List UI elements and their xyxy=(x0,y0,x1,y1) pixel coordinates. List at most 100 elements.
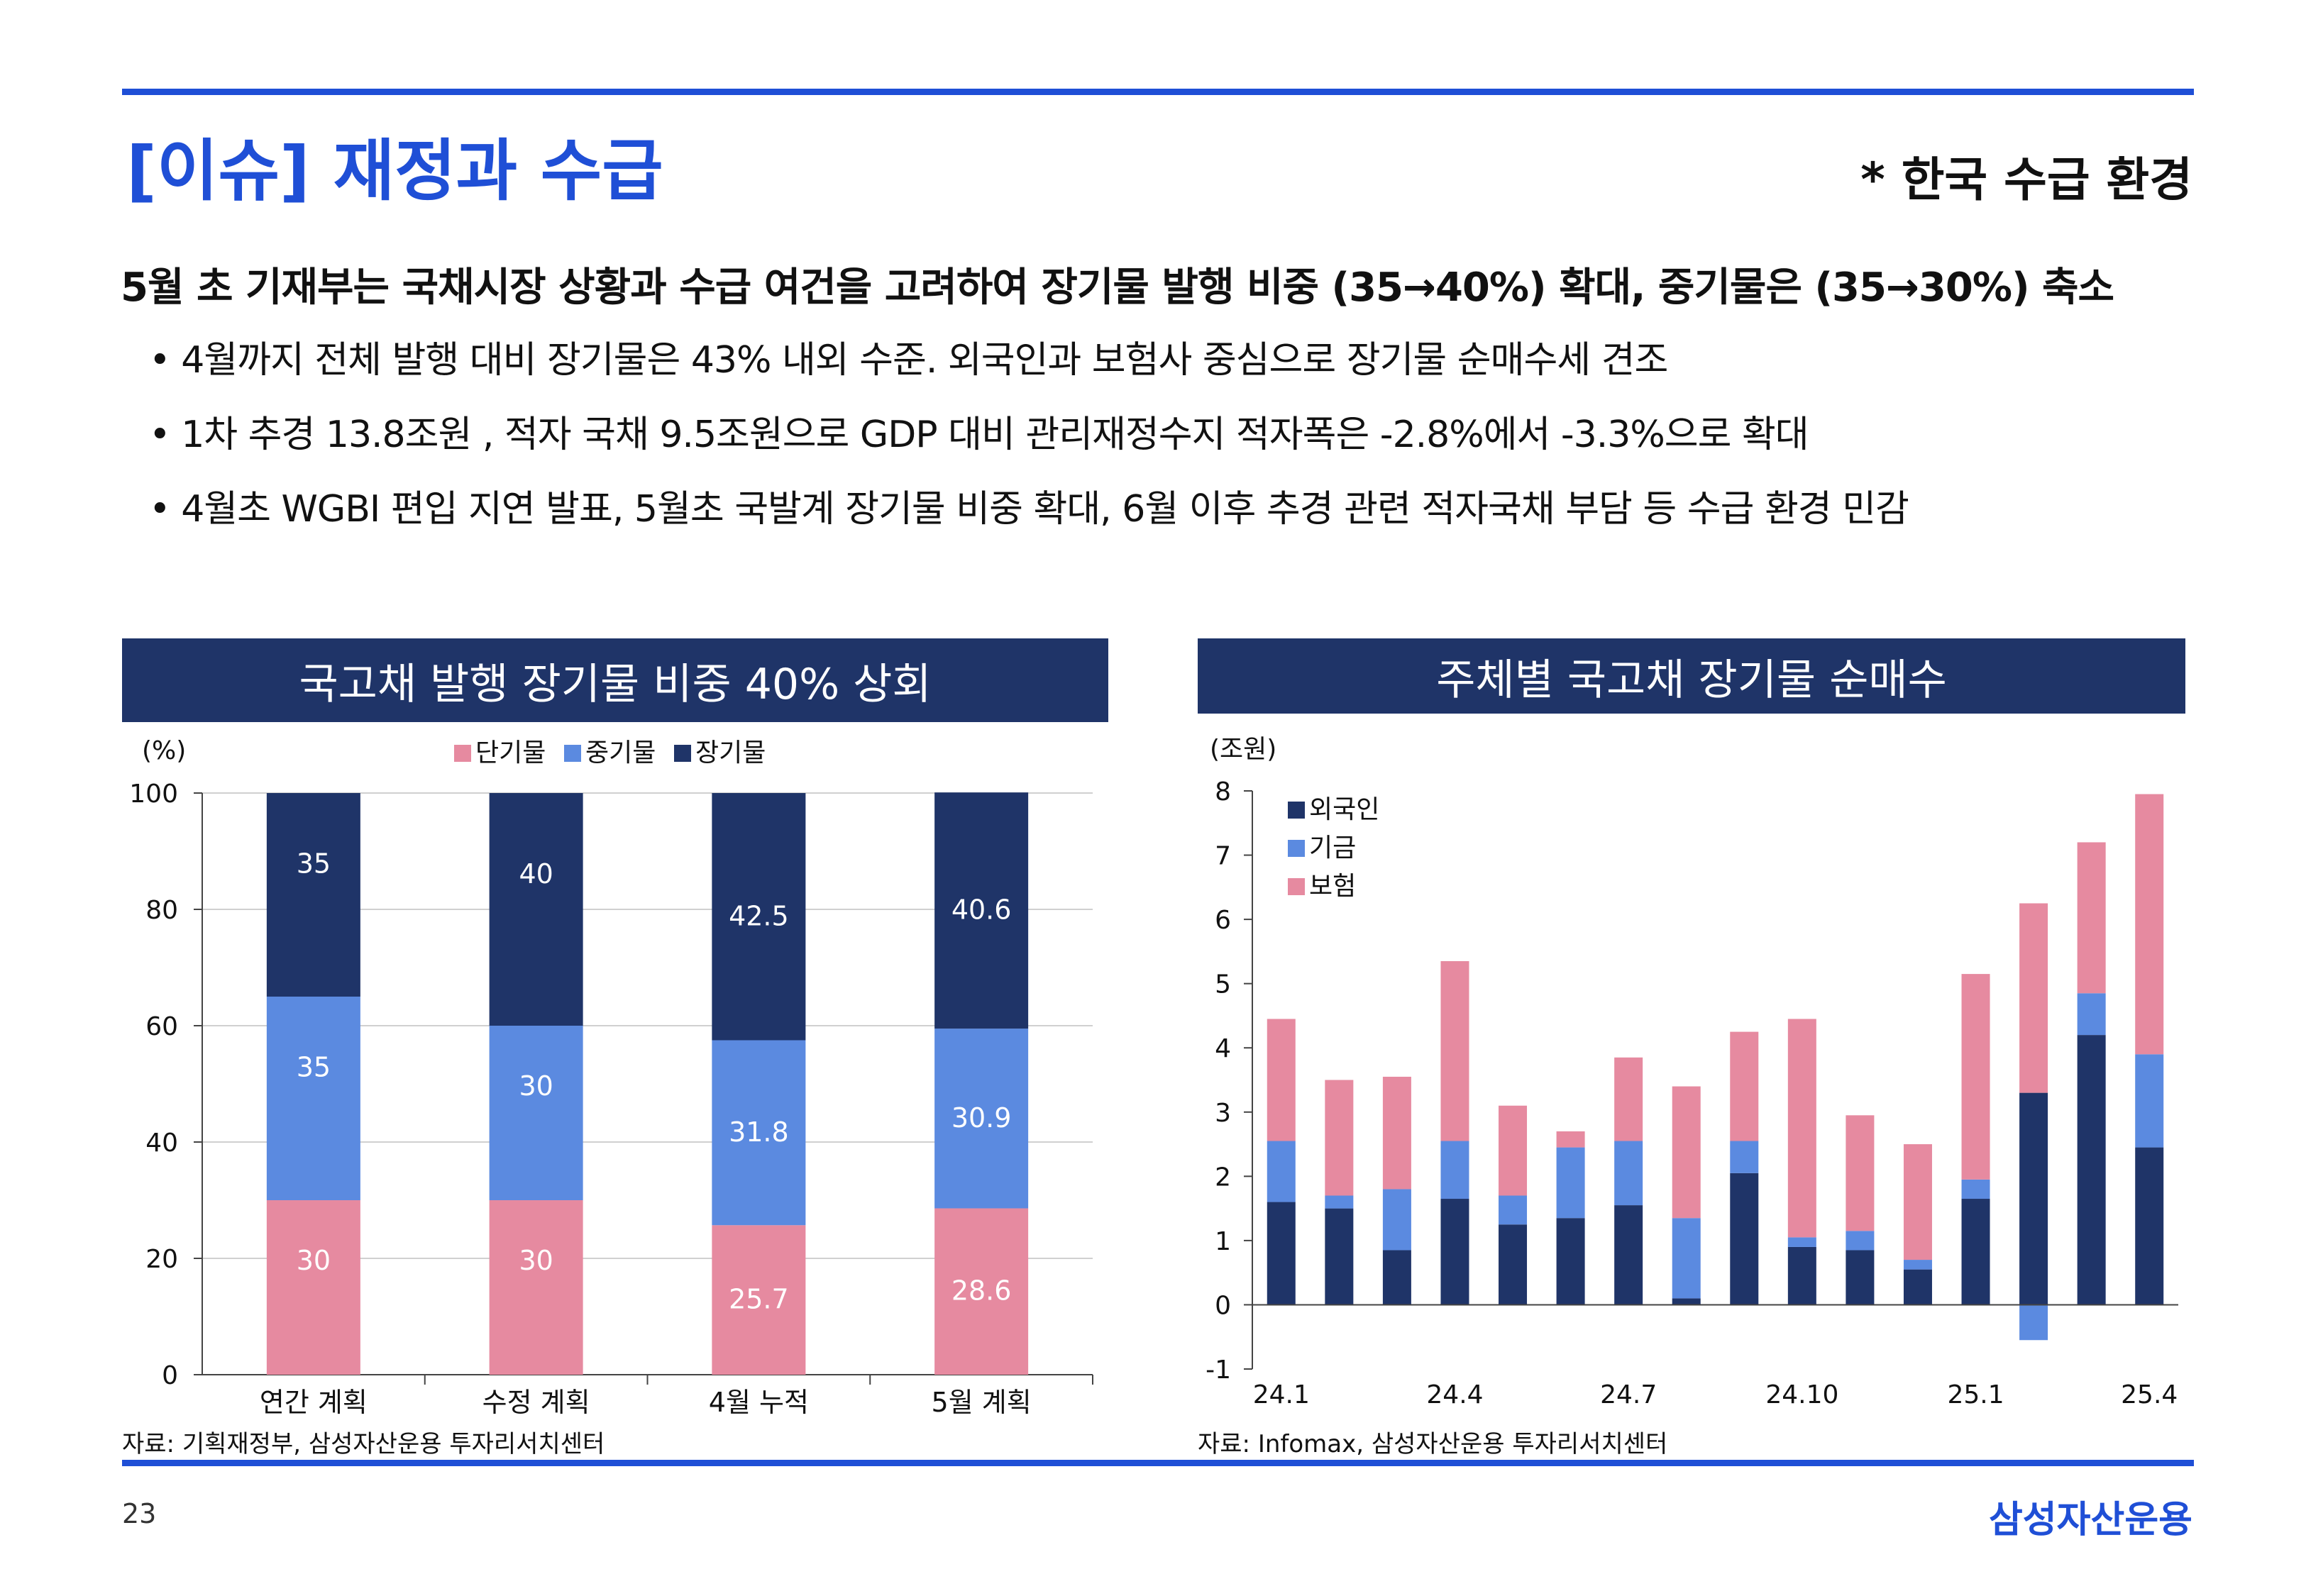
bar-segment xyxy=(1382,1076,1411,1190)
y-tick-label: 8 xyxy=(1215,777,1231,807)
left-chart-source: 자료: 기획재정부, 삼성자산운용 투자리서치센터 xyxy=(122,1430,605,1458)
bar-segment xyxy=(1961,1179,1990,1199)
page-number: 23 xyxy=(122,1498,157,1529)
bar-segment xyxy=(1672,1298,1701,1305)
legend-label: 단기물 xyxy=(475,738,546,767)
bar-segment xyxy=(1961,1199,1990,1305)
y-tick-label: 40 xyxy=(145,1129,178,1158)
bar-segment xyxy=(1440,1141,1469,1199)
legend-swatch xyxy=(564,745,581,762)
legend-swatch xyxy=(674,745,691,762)
y-tick-label: 80 xyxy=(145,896,178,925)
page-tag: * 한국 수급 환경 xyxy=(1860,153,2192,207)
bar-segment xyxy=(1846,1115,1875,1231)
bullet-2: • 1차 추경 13.8조원 , 적자 국채 9.5조원으로 GDP 대비 관리… xyxy=(149,414,1809,456)
page-title: [이슈] 재정과 수급 xyxy=(126,133,663,210)
y-axis-unit: (%) xyxy=(142,736,186,765)
bar-segment xyxy=(266,1200,360,1375)
bar-segment xyxy=(1267,1019,1296,1141)
data-label: 35 xyxy=(297,1051,331,1082)
bar-segment xyxy=(1787,1019,1816,1238)
bar-segment xyxy=(266,997,360,1200)
legend-swatch xyxy=(454,745,471,762)
data-label: 30 xyxy=(519,1245,553,1276)
y-tick-label: 5 xyxy=(1215,970,1231,999)
legend-label: 외국인 xyxy=(1309,795,1379,824)
bar-segment xyxy=(266,793,360,997)
legend-swatch xyxy=(1288,802,1305,819)
x-tick-label: 24.1 xyxy=(1253,1380,1310,1409)
data-label: 40 xyxy=(519,858,553,890)
x-tick-label: 25.1 xyxy=(1947,1380,2004,1409)
x-tick-label: 수정 계획 xyxy=(482,1387,590,1418)
bar-segment xyxy=(1267,1141,1296,1202)
bar-segment xyxy=(2135,1147,2164,1305)
bar-segment xyxy=(2077,842,2106,994)
y-tick-label: 0 xyxy=(1215,1291,1231,1320)
bar-segment xyxy=(1325,1195,1354,1209)
bar-segment xyxy=(2077,993,2106,1036)
legend-swatch xyxy=(1288,840,1305,857)
bar-segment xyxy=(1787,1237,1816,1247)
headline: 5월 초 기재부는 국채시장 상황과 수급 여건을 고려하여 장기물 발행 비중… xyxy=(121,265,2114,311)
x-tick-label: 24.10 xyxy=(1765,1380,1838,1409)
data-label: 28.6 xyxy=(951,1275,1012,1307)
data-label: 31.8 xyxy=(729,1116,789,1148)
y-tick-label: 1 xyxy=(1215,1227,1231,1256)
bar-segment xyxy=(1846,1250,1875,1305)
bar-segment xyxy=(1440,960,1469,1141)
bar-segment xyxy=(712,793,806,1041)
legend-swatch xyxy=(1288,878,1305,895)
y-tick-label: 0 xyxy=(162,1361,178,1390)
x-tick-label: 25.4 xyxy=(2121,1380,2178,1409)
bar-segment xyxy=(1614,1057,1643,1141)
bar-segment xyxy=(1499,1195,1528,1225)
legend-label: 기금 xyxy=(1309,833,1356,863)
bar-segment xyxy=(1903,1144,1932,1260)
bar-segment xyxy=(1499,1224,1528,1305)
bar-segment xyxy=(1730,1141,1759,1173)
bar-segment xyxy=(1846,1231,1875,1251)
bullet-1: • 4월까지 전체 발행 대비 장기물은 43% 내외 수준. 외국인과 보험사… xyxy=(149,339,1668,382)
y-tick-label: 2 xyxy=(1215,1163,1231,1192)
bullet-3: • 4월초 WGBI 편입 지연 발표, 5월초 국발계 장기물 비중 확대, … xyxy=(149,488,1909,531)
top-rule xyxy=(122,89,2194,95)
bar-segment xyxy=(2019,903,2048,1093)
x-tick-label: 연간 계획 xyxy=(260,1387,368,1418)
legend-label: 보험 xyxy=(1309,872,1356,901)
bottom-rule xyxy=(122,1460,2194,1466)
y-tick-label: 60 xyxy=(145,1012,178,1041)
data-label: 40.6 xyxy=(951,894,1012,926)
legend-label: 중기물 xyxy=(585,738,656,767)
bar-segment xyxy=(2019,1092,2048,1305)
y-tick-label: 7 xyxy=(1215,842,1231,871)
bar-segment xyxy=(712,1225,806,1375)
left-chart-title: 국고채 발행 장기물 비중 40% 상회 xyxy=(122,638,1108,722)
bar-segment xyxy=(2019,1304,2048,1341)
bar-segment xyxy=(1325,1080,1354,1196)
data-label: 25.7 xyxy=(729,1284,789,1315)
bar-segment xyxy=(934,1208,1029,1375)
data-label: 35 xyxy=(297,848,331,879)
y-tick-label: 4 xyxy=(1215,1034,1231,1063)
y-tick-label: 6 xyxy=(1215,906,1231,935)
bar-segment xyxy=(1440,1199,1469,1305)
y-axis-unit: (조원) xyxy=(1210,735,1276,764)
bar-segment xyxy=(1730,1173,1759,1305)
bar-segment xyxy=(1499,1105,1528,1196)
x-tick-label: 24.4 xyxy=(1426,1380,1483,1409)
right-chart-title: 주체별 국고채 장기물 순매수 xyxy=(1198,638,2185,714)
bar-segment xyxy=(1672,1086,1701,1219)
y-tick-label: 100 xyxy=(129,780,178,809)
bar-segment xyxy=(712,1040,806,1226)
bar-segment xyxy=(1382,1189,1411,1251)
bar-segment xyxy=(2135,794,2164,1055)
bar-segment xyxy=(1961,974,1990,1180)
bar-segment xyxy=(1556,1147,1585,1219)
legend-label: 장기물 xyxy=(695,738,766,767)
data-label: 30 xyxy=(297,1245,331,1276)
bar-segment xyxy=(489,1200,583,1375)
bar-segment xyxy=(1556,1131,1585,1148)
